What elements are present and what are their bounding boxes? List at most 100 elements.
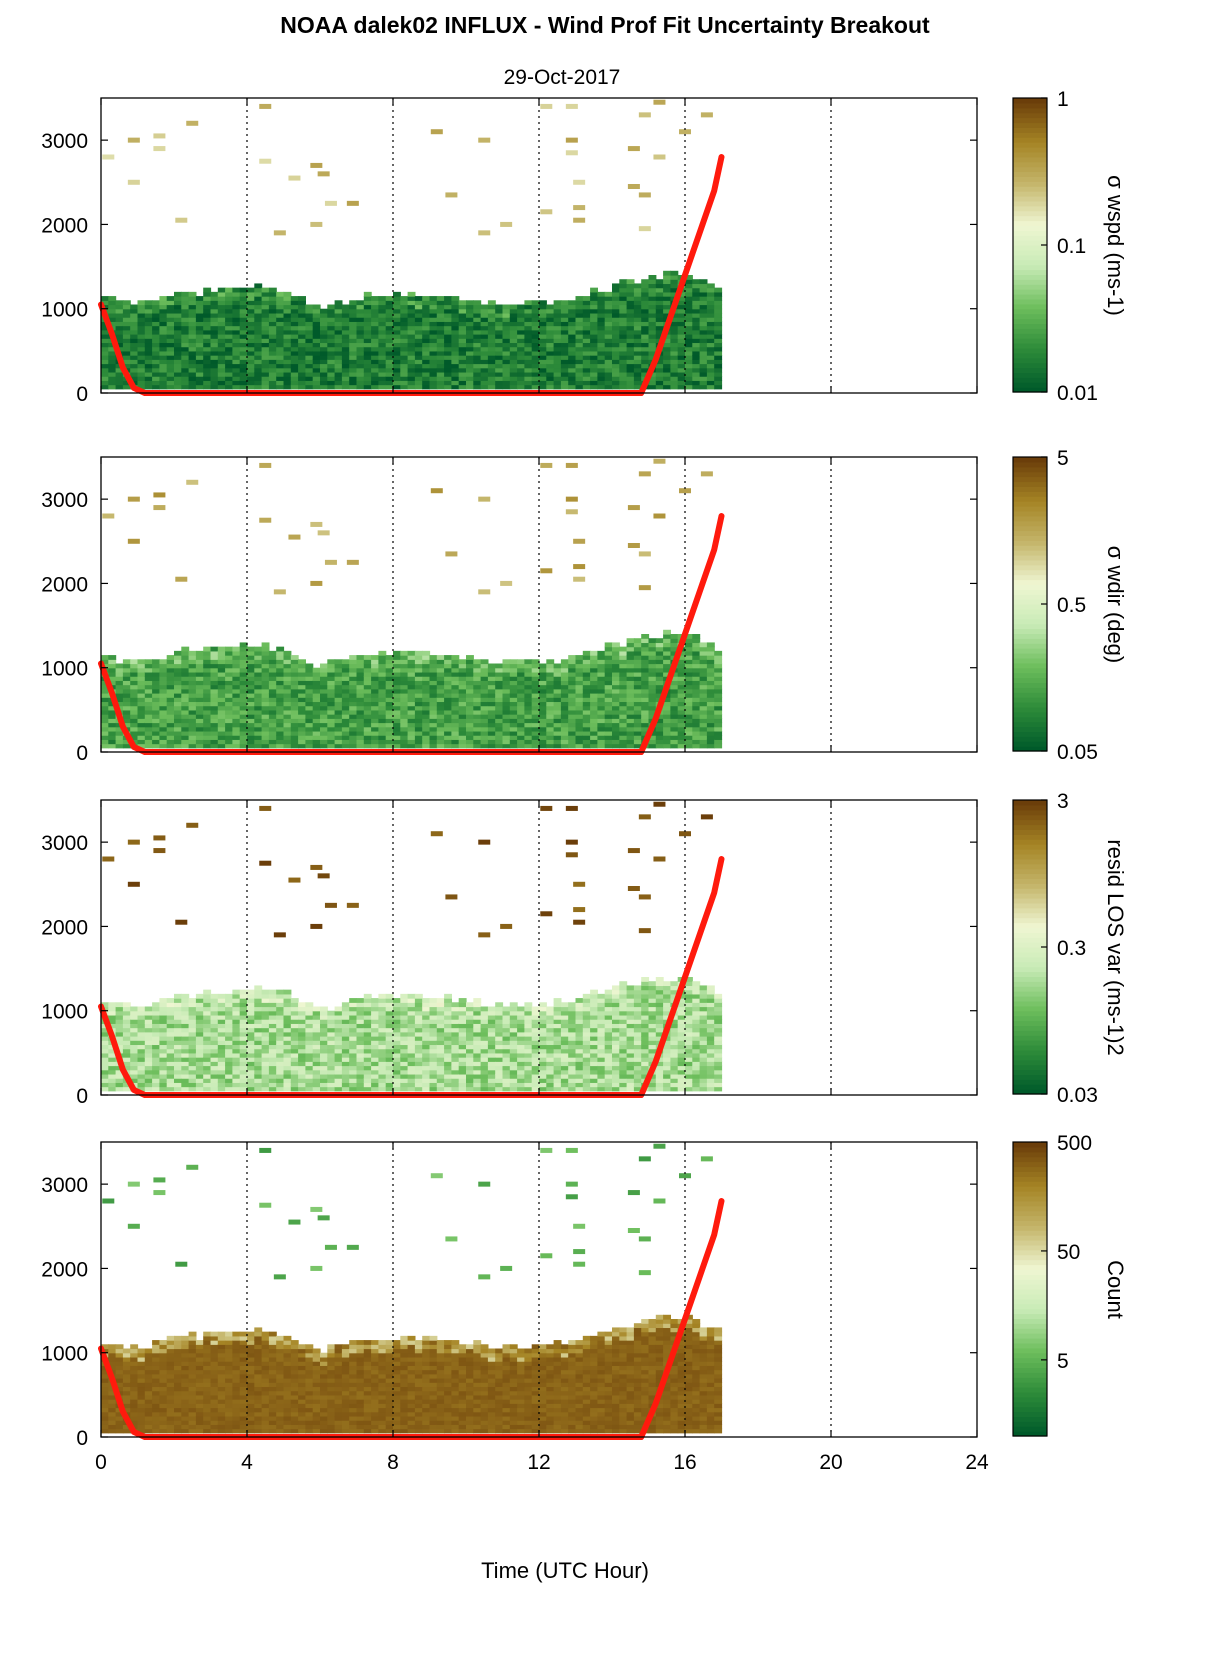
heatmap-cell <box>575 655 584 660</box>
heatmap-cell <box>612 714 620 719</box>
heatmap-cell <box>487 709 496 715</box>
heatmap-cell <box>612 363 620 369</box>
heatmap-cell <box>174 1078 182 1083</box>
heatmap-cell <box>619 693 628 698</box>
heatmap-cell <box>327 384 336 390</box>
heatmap-cell <box>619 671 628 677</box>
heatmap-cell <box>101 367 109 373</box>
heatmap-cell <box>349 693 358 698</box>
heatmap-cell <box>393 363 401 369</box>
heatmap-cell <box>699 693 708 698</box>
heatmap-cell <box>268 730 277 736</box>
heatmap-cell <box>597 317 606 322</box>
heatmap-cell <box>159 346 168 352</box>
heatmap-cell <box>144 1069 153 1075</box>
heatmap-cell <box>626 376 635 381</box>
heatmap-cell <box>203 308 212 314</box>
heatmap-cell <box>159 300 168 306</box>
heatmap-cell <box>502 384 511 390</box>
heatmap-cell <box>122 1044 131 1050</box>
heatmap-cell <box>604 312 613 318</box>
heatmap-cell <box>444 655 452 660</box>
heatmap-cell <box>378 697 387 703</box>
heatmap-cell <box>305 1069 314 1075</box>
heatmap-cell <box>685 634 693 639</box>
heatmap-cell <box>670 270 679 276</box>
heatmap-cell <box>232 371 241 377</box>
heatmap-cell <box>225 693 233 698</box>
heatmap-cell <box>276 296 285 301</box>
heatmap-cell <box>378 1061 387 1067</box>
heatmap-cell <box>247 993 255 999</box>
heatmap-cell <box>115 334 124 339</box>
heatmap-cell <box>407 363 416 369</box>
heatmap-cell <box>568 346 577 352</box>
heatmap-cell <box>429 655 438 660</box>
heatmap-cell <box>254 367 263 373</box>
heatmap-cell <box>247 1019 255 1024</box>
heatmap-cell <box>115 371 124 377</box>
heatmap-cell <box>327 680 336 686</box>
heatmap-cell <box>334 359 343 365</box>
heatmap-cell <box>349 701 358 707</box>
heatmap-cell <box>283 321 292 327</box>
heatmap-cell <box>502 338 511 344</box>
heatmap-cell <box>363 1061 372 1067</box>
heatmap-cell <box>378 1065 387 1071</box>
heatmap-cell <box>393 701 401 707</box>
heatmap-cell <box>429 722 438 728</box>
heatmap-cell <box>619 300 628 306</box>
heatmap-cell <box>239 1027 248 1033</box>
heatmap-cell <box>546 718 555 724</box>
heatmap-cell <box>568 355 577 360</box>
heatmap-cell <box>290 1014 299 1020</box>
heatmap-cell <box>181 359 190 365</box>
heatmap-cell <box>108 1048 117 1054</box>
heatmap-cell <box>349 308 358 314</box>
heatmap-cell <box>130 1048 139 1054</box>
heatmap-cell <box>349 722 358 728</box>
heatmap-cell <box>254 671 263 677</box>
heatmap-cell <box>444 300 452 306</box>
heatmap-cell <box>122 701 131 707</box>
heatmap-cell <box>130 1027 139 1033</box>
heatmap-cell <box>166 342 175 348</box>
heatmap-cell <box>225 321 233 327</box>
heatmap-cell <box>122 1052 131 1058</box>
heatmap-cell <box>487 334 496 339</box>
heatmap-cell <box>188 998 197 1003</box>
heatmap-cell <box>144 1014 153 1020</box>
heatmap-cell <box>517 338 525 344</box>
heatmap-cell <box>626 722 635 728</box>
sparse-cell <box>175 217 188 223</box>
heatmap-cell <box>429 346 438 352</box>
heatmap-cell <box>159 697 168 703</box>
heatmap-cell <box>166 659 175 665</box>
heatmap-cell <box>181 1019 190 1024</box>
heatmap-cell <box>115 1044 124 1050</box>
heatmap-cell <box>378 693 387 698</box>
heatmap-cell <box>407 676 416 681</box>
heatmap-cell <box>137 1057 146 1062</box>
heatmap-cell <box>648 642 657 648</box>
heatmap-cell <box>166 384 175 390</box>
heatmap-cell <box>152 671 160 677</box>
heatmap-cell <box>524 317 533 322</box>
heatmap-cell <box>122 304 131 310</box>
heatmap-cell <box>122 1040 131 1046</box>
heatmap-cell <box>436 338 445 344</box>
heatmap-cell <box>130 676 139 681</box>
heatmap-cell <box>290 371 299 377</box>
heatmap-cell <box>582 304 591 310</box>
heatmap-cell <box>612 726 620 732</box>
heatmap-cell <box>400 688 409 694</box>
heatmap-cell <box>480 312 489 318</box>
heatmap-cell <box>539 329 547 335</box>
heatmap-cell <box>334 321 343 327</box>
heatmap-cell <box>466 380 474 386</box>
heatmap-cell <box>232 709 241 715</box>
heatmap-cell <box>502 701 511 707</box>
heatmap-cell <box>181 735 190 740</box>
heatmap-cell <box>612 321 620 327</box>
